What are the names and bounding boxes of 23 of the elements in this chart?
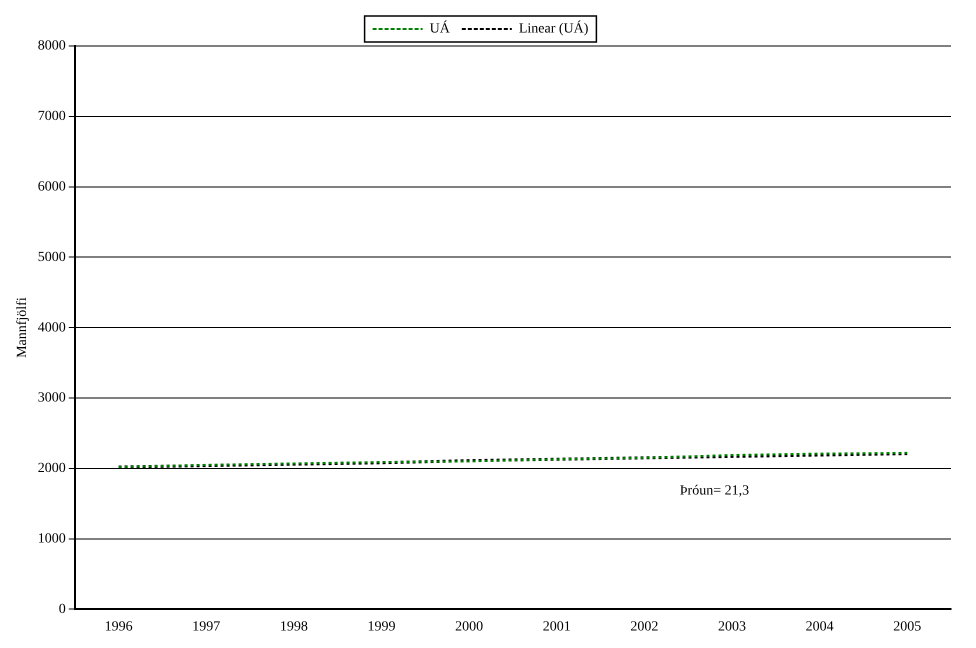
x-tick-label: 1997 — [192, 619, 220, 634]
legend-label: UÁ — [430, 20, 451, 37]
y-axis-title: Mannfjölfi — [15, 297, 30, 358]
y-tick-label: 0 — [58, 602, 66, 617]
x-tick-label: 2005 — [893, 619, 922, 634]
x-tick-label: 2003 — [718, 619, 746, 634]
x-tick-label: 2004 — [806, 619, 834, 634]
x-tick-label: 2001 — [542, 619, 571, 634]
y-tick-label: 6000 — [38, 179, 66, 194]
x-tick-label: 1996 — [104, 619, 133, 634]
x-tick-label: 1998 — [280, 619, 308, 634]
y-tick-label: 7000 — [38, 109, 66, 124]
legend-label: Linear (UÁ) — [518, 20, 589, 37]
annotation: Þróun= 21,3 — [680, 484, 750, 499]
y-tick-label: 1000 — [38, 531, 66, 546]
x-tick-label: 2000 — [455, 619, 484, 634]
y-tick-label: 3000 — [38, 390, 66, 406]
y-tick-label: 4000 — [38, 320, 66, 336]
y-tick-label: 2000 — [38, 461, 66, 476]
y-tick-label: 8000 — [38, 38, 66, 54]
x-tick-label: 1999 — [367, 619, 396, 634]
y-tick-label: 5000 — [38, 250, 66, 265]
x-tick-label: 2002 — [630, 619, 658, 634]
